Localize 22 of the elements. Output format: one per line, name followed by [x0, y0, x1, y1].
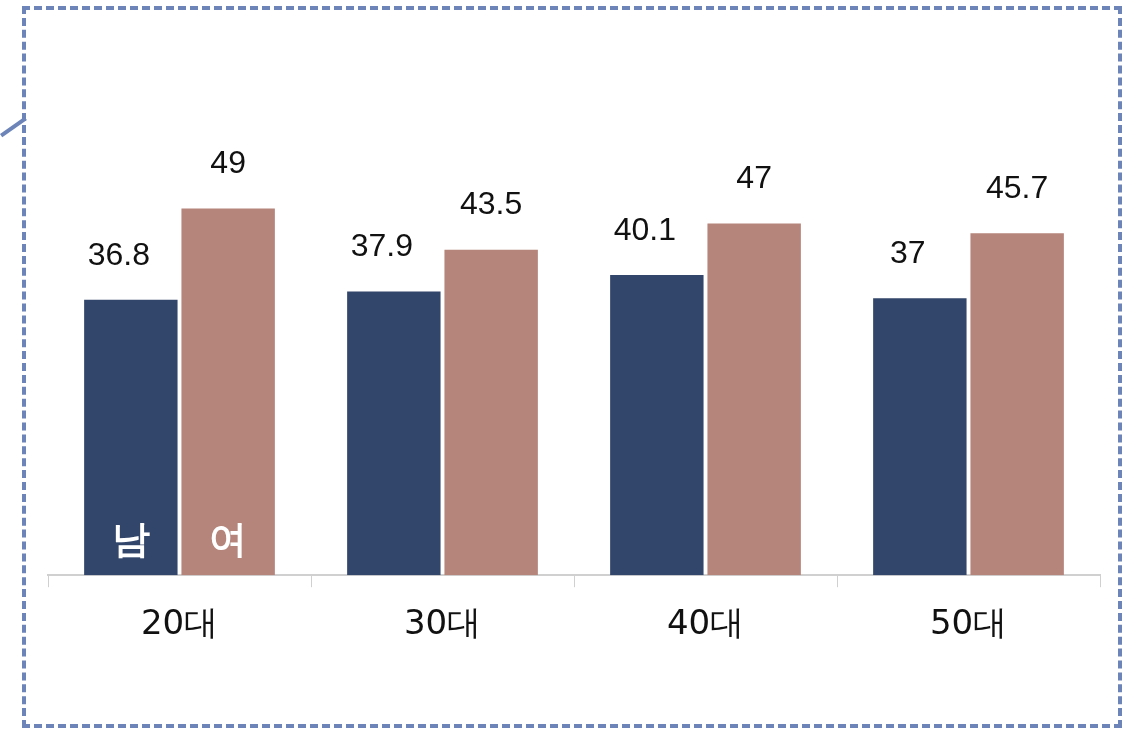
- x-tick-label: 30대: [403, 602, 482, 643]
- series-label: 남: [111, 517, 150, 562]
- data-label: 49: [210, 144, 246, 181]
- bar: [610, 275, 704, 576]
- data-label: 36.8: [87, 235, 150, 272]
- bar: [347, 291, 441, 576]
- data-label: 47: [736, 159, 772, 196]
- data-label: 40.1: [613, 210, 676, 247]
- bar: [84, 299, 178, 576]
- x-tick-label: 20대: [140, 602, 219, 643]
- x-tick-label: 50대: [929, 602, 1008, 643]
- data-label: 37.9: [350, 227, 413, 264]
- bar: [873, 298, 967, 576]
- bar: [707, 223, 801, 576]
- series-label: 여: [209, 517, 248, 562]
- data-label: 45.7: [986, 169, 1049, 206]
- bar: [970, 233, 1064, 576]
- bar: [181, 208, 275, 576]
- data-label: 37: [890, 234, 926, 271]
- bar: [444, 249, 538, 576]
- x-tick-label: 40대: [666, 602, 745, 643]
- data-label: 43.5: [460, 185, 523, 222]
